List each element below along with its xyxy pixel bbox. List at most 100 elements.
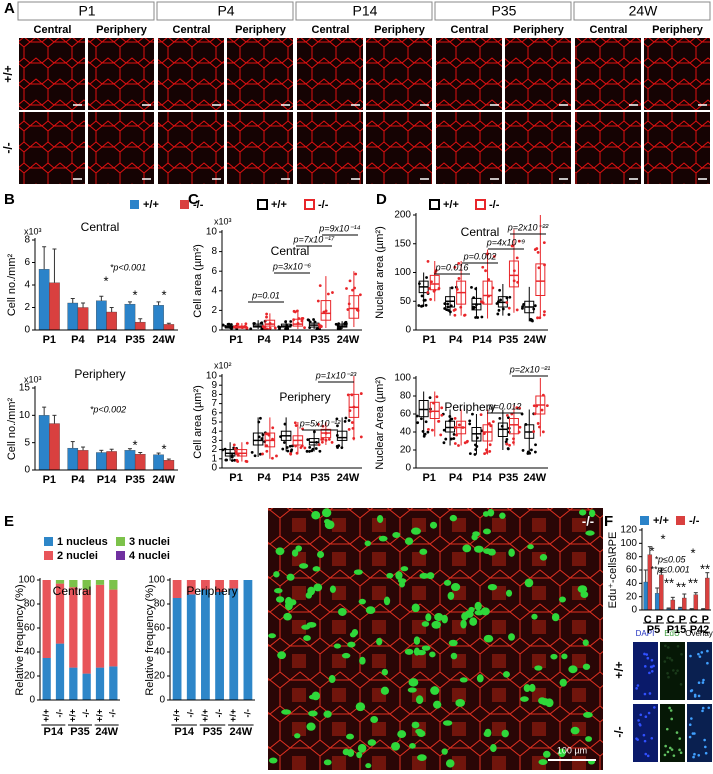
jitter-dot bbox=[510, 244, 514, 248]
legend-label: 3 nuclei bbox=[129, 536, 170, 548]
jitter-dot bbox=[536, 422, 540, 425]
y-tick-label: 60 bbox=[154, 623, 166, 634]
nucleus bbox=[411, 527, 421, 535]
x-tick-label: P4 bbox=[449, 334, 463, 346]
nucleus bbox=[429, 651, 436, 658]
jitter-dot bbox=[518, 425, 522, 429]
nucleus bbox=[370, 715, 379, 724]
y-tick-label: 6 bbox=[211, 266, 217, 277]
nucleus bbox=[359, 656, 366, 665]
jitter-dot bbox=[345, 287, 348, 290]
bar bbox=[67, 447, 79, 471]
nucleus bbox=[450, 652, 458, 660]
annotation: p=0.002 bbox=[463, 251, 497, 261]
jitter-dot bbox=[488, 422, 491, 425]
nucleus bbox=[432, 700, 442, 709]
nucleus bbox=[364, 540, 372, 547]
chart-title: Periphery bbox=[74, 367, 125, 381]
nucleus bbox=[679, 683, 683, 686]
y-tick-label: 2 bbox=[211, 444, 217, 455]
jitter-dot bbox=[421, 429, 425, 433]
x-tick-label: +/+ bbox=[200, 709, 210, 722]
jitter-dot bbox=[430, 280, 433, 284]
bar-segment bbox=[95, 667, 105, 700]
y-tick-label: 80 bbox=[24, 599, 36, 610]
bar-segment bbox=[95, 580, 105, 585]
jitter-dot bbox=[448, 415, 452, 418]
y-tick-label: 60 bbox=[626, 565, 638, 576]
legend-swatch bbox=[130, 200, 139, 209]
jitter-dot bbox=[447, 309, 450, 312]
jitter-dot bbox=[536, 250, 540, 254]
jitter-dot bbox=[452, 437, 456, 440]
jitter-dot bbox=[320, 440, 324, 444]
legend-swatch bbox=[429, 199, 440, 210]
jitter-dot bbox=[429, 298, 432, 301]
y-axis-label: Cell no./mm² bbox=[6, 397, 18, 460]
y-tick-label: 0 bbox=[159, 695, 165, 706]
group-label: P5 bbox=[647, 624, 660, 636]
nucleus bbox=[639, 713, 643, 717]
nucleus bbox=[487, 583, 497, 591]
nucleus bbox=[365, 606, 376, 614]
legend-swatch bbox=[475, 199, 486, 210]
nucleus bbox=[550, 653, 558, 660]
nucleus bbox=[664, 644, 667, 648]
jitter-dot bbox=[281, 447, 285, 451]
jitter-dot bbox=[473, 453, 477, 456]
nucleus bbox=[365, 763, 372, 769]
legend-swatch bbox=[304, 199, 315, 210]
nucleus bbox=[582, 639, 589, 646]
jitter-dot bbox=[471, 307, 475, 310]
annotation: * bbox=[161, 441, 166, 456]
nucleus bbox=[275, 596, 285, 603]
y-tick-label: 4 bbox=[211, 426, 217, 437]
nucleus bbox=[392, 531, 401, 538]
x-tick-label: P4 bbox=[71, 334, 85, 346]
micrograph bbox=[633, 642, 658, 700]
nucleus bbox=[367, 739, 377, 746]
bar bbox=[49, 423, 60, 471]
jitter-dot bbox=[233, 458, 237, 462]
nucleus bbox=[638, 722, 642, 726]
jitter-dot bbox=[327, 437, 331, 441]
jitter-dot bbox=[273, 326, 277, 330]
annotation: *p≤0.05 bbox=[655, 554, 687, 564]
jitter-dot bbox=[261, 325, 265, 328]
y-tick-label: 100 bbox=[18, 575, 35, 586]
x-tick-label: P35 bbox=[499, 472, 519, 484]
group-label: 24W bbox=[230, 726, 253, 738]
y-tick-label: 0 bbox=[29, 695, 35, 706]
jitter-dot bbox=[453, 265, 457, 269]
nucleus bbox=[701, 706, 705, 710]
jitter-dot bbox=[450, 417, 454, 421]
jitter-dot bbox=[268, 326, 272, 330]
region-label: Central bbox=[590, 24, 628, 36]
annotation: ** bbox=[688, 575, 698, 590]
nucleus bbox=[690, 689, 694, 692]
nucleus bbox=[643, 652, 646, 656]
image-genotype: -/- bbox=[582, 513, 594, 528]
nucleus bbox=[284, 596, 293, 606]
nucleus bbox=[703, 738, 706, 742]
y-tick-label: 40 bbox=[400, 427, 412, 438]
jitter-dot bbox=[543, 310, 546, 314]
nucleus bbox=[329, 585, 336, 593]
annotation: * bbox=[649, 543, 654, 558]
nucleus bbox=[415, 728, 424, 735]
nucleus bbox=[499, 512, 506, 519]
nucleus bbox=[643, 665, 647, 668]
jitter-dot bbox=[479, 413, 483, 417]
jitter-dot bbox=[289, 320, 293, 323]
jitter-dot bbox=[265, 444, 269, 448]
nucleus bbox=[648, 692, 652, 695]
nucleus bbox=[667, 675, 670, 679]
nucleus bbox=[349, 631, 357, 638]
bar bbox=[643, 581, 648, 611]
legend-swatch bbox=[116, 537, 125, 546]
jitter-dot bbox=[515, 406, 519, 410]
bar bbox=[106, 451, 117, 471]
jitter-dot bbox=[227, 322, 231, 326]
jitter-dot bbox=[351, 288, 354, 292]
y-tick-label: 4 bbox=[24, 280, 30, 291]
